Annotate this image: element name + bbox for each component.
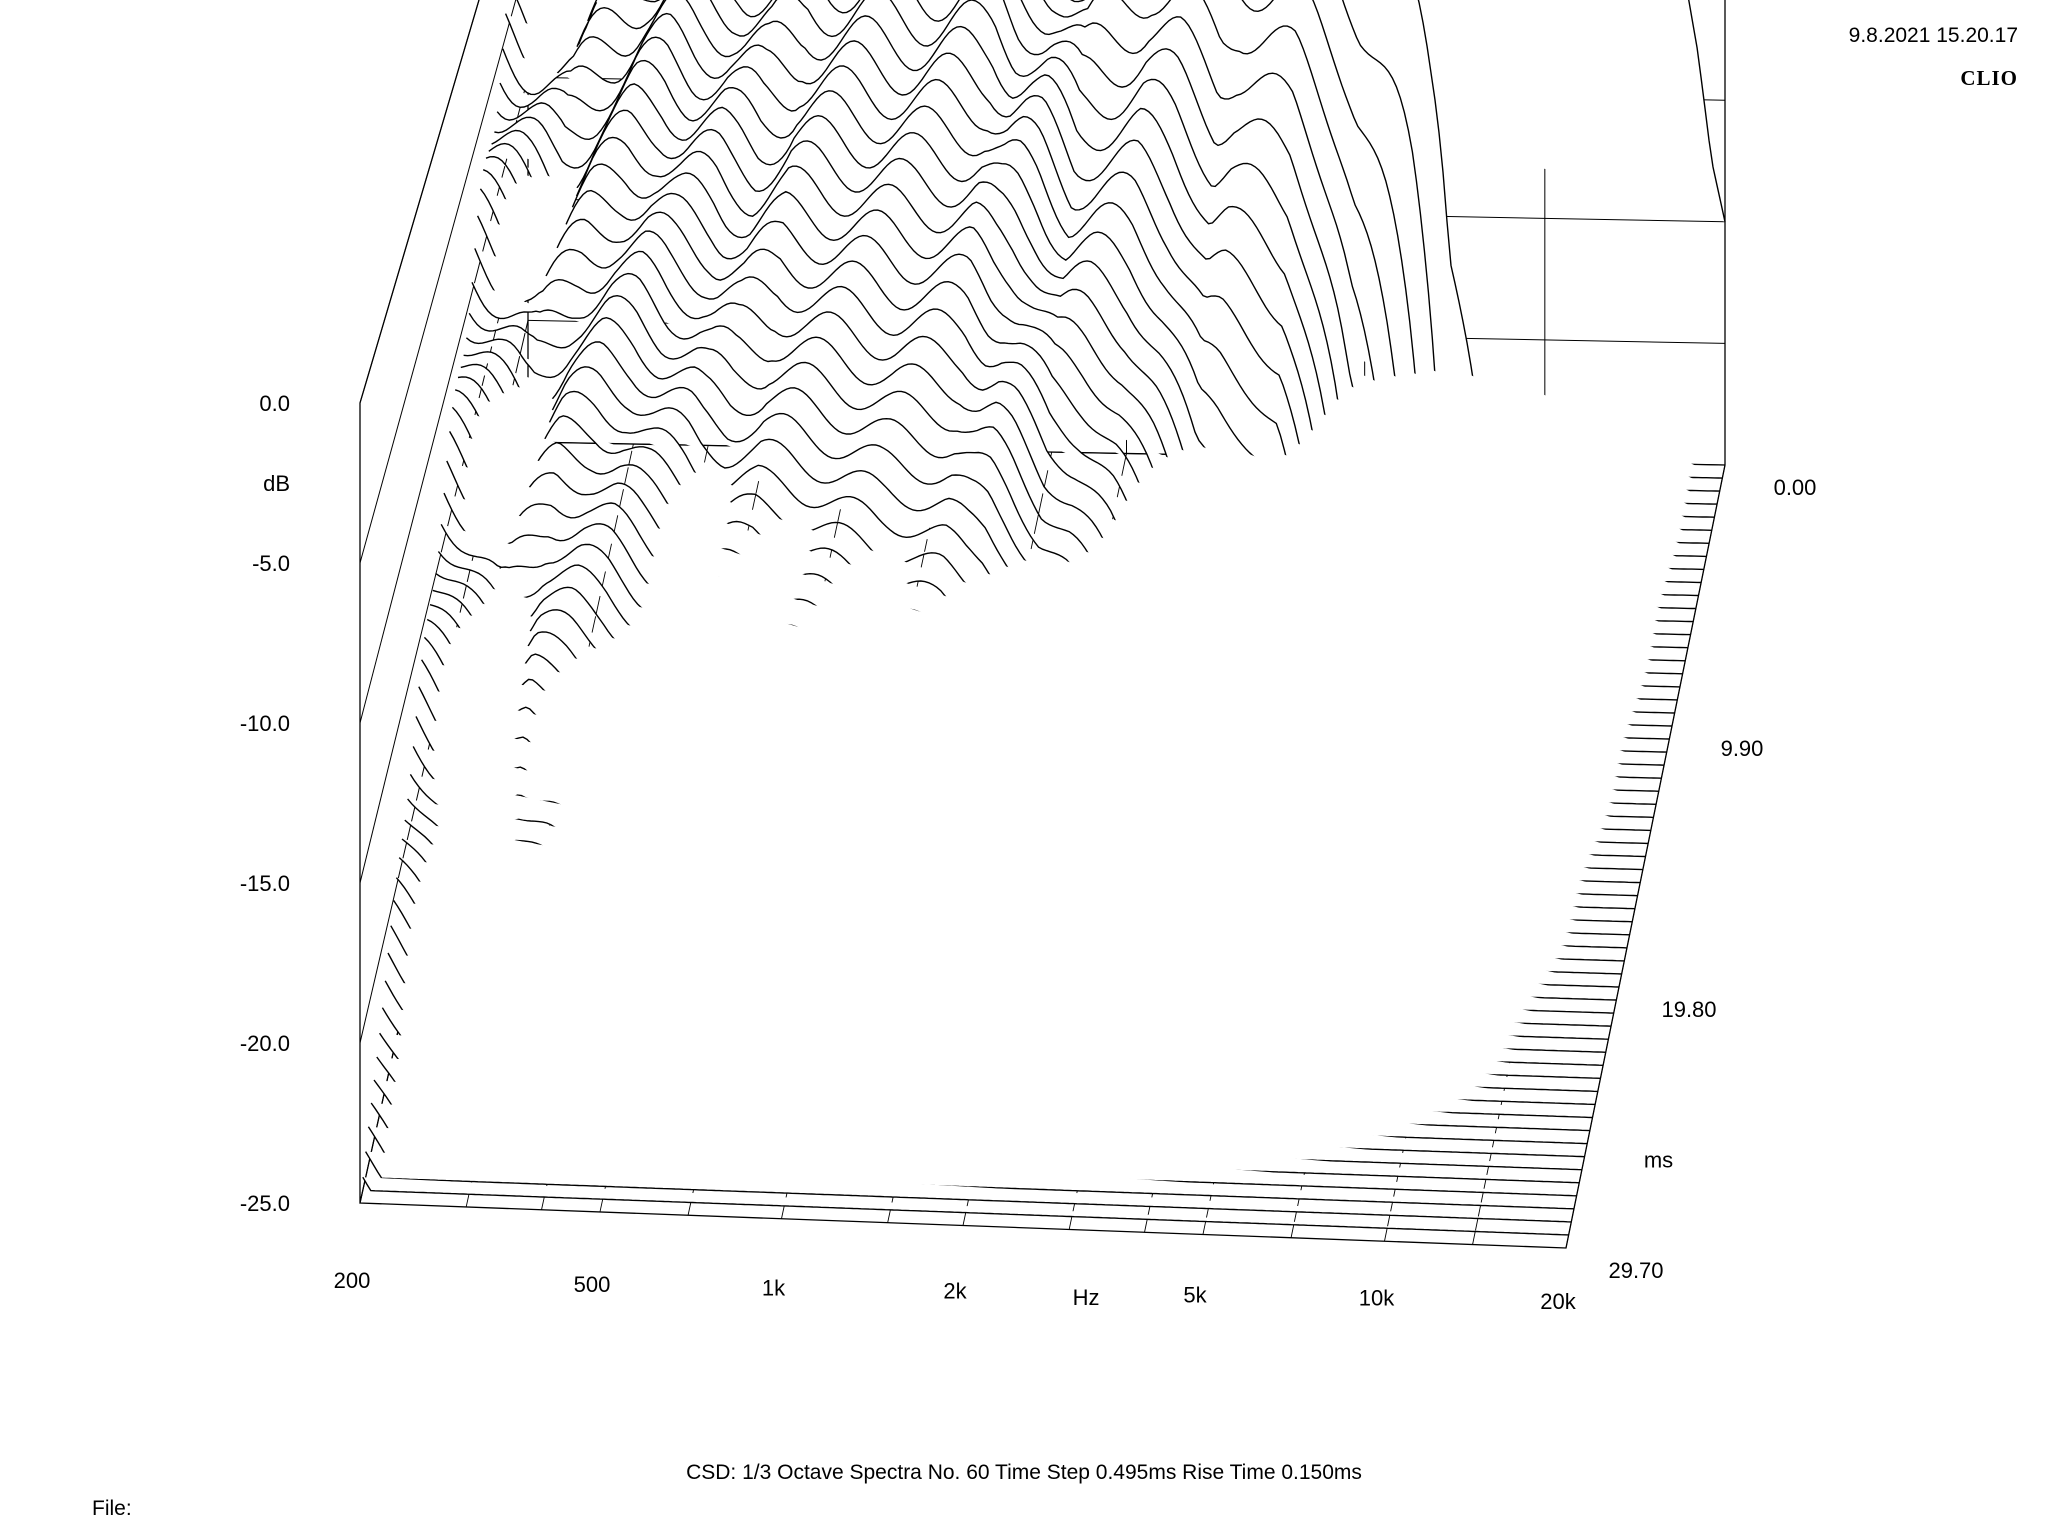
spectrum-58 — [364, 1151, 1572, 1223]
x-tick-1k: 1k — [762, 1275, 786, 1300]
z-tick-9.90: 9.90 — [1721, 736, 1764, 761]
y-tick--15.0: -15.0 — [240, 871, 290, 896]
y-tick--10.0: -10.0 — [240, 711, 290, 736]
file-label: File: — [92, 1497, 132, 1520]
y-tick-0.0: 0.0 — [259, 391, 290, 416]
z-axis-label: ms — [1644, 1147, 1673, 1172]
side-grid-y--5.0 — [359, 0, 517, 564]
spectrum-59 — [362, 1176, 1569, 1236]
brand-logo: CLIO — [1960, 66, 2018, 90]
x-tick-500: 500 — [574, 1272, 611, 1297]
measurement-datetime: 9.8.2021 15.20.17 — [1848, 24, 2018, 47]
z-tick-0.00: 0.00 — [1774, 475, 1817, 500]
y-tick--20.0: -20.0 — [240, 1031, 290, 1056]
spectra-curves — [362, 0, 1726, 1236]
x-tick-5k: 5k — [1183, 1283, 1207, 1308]
x-tick-200: 200 — [334, 1268, 371, 1293]
y-tick--25.0: -25.0 — [240, 1191, 290, 1216]
x-axis-label: Hz — [1073, 1285, 1100, 1310]
z-tick-29.70: 29.70 — [1608, 1258, 1663, 1283]
axis-labels: 200 500 1k 2k 5k 10k 20k Hz 0.0 -5.0 -10.0 -15.0 -20… — [240, 391, 1817, 1314]
z-tick-19.80: 19.80 — [1661, 997, 1716, 1022]
x-tick-10k: 10k — [1359, 1286, 1395, 1311]
x-tick-20k: 20k — [1540, 1289, 1576, 1314]
measurement-settings: CSD: 1/3 Octave Spectra No. 60 Time Step… — [686, 1461, 1362, 1484]
side-grid-y-0.0 — [359, 0, 480, 404]
x-tick-2k: 2k — [943, 1278, 967, 1303]
y-tick--5.0: -5.0 — [252, 551, 290, 576]
y-axis-label: dB — [263, 471, 290, 496]
